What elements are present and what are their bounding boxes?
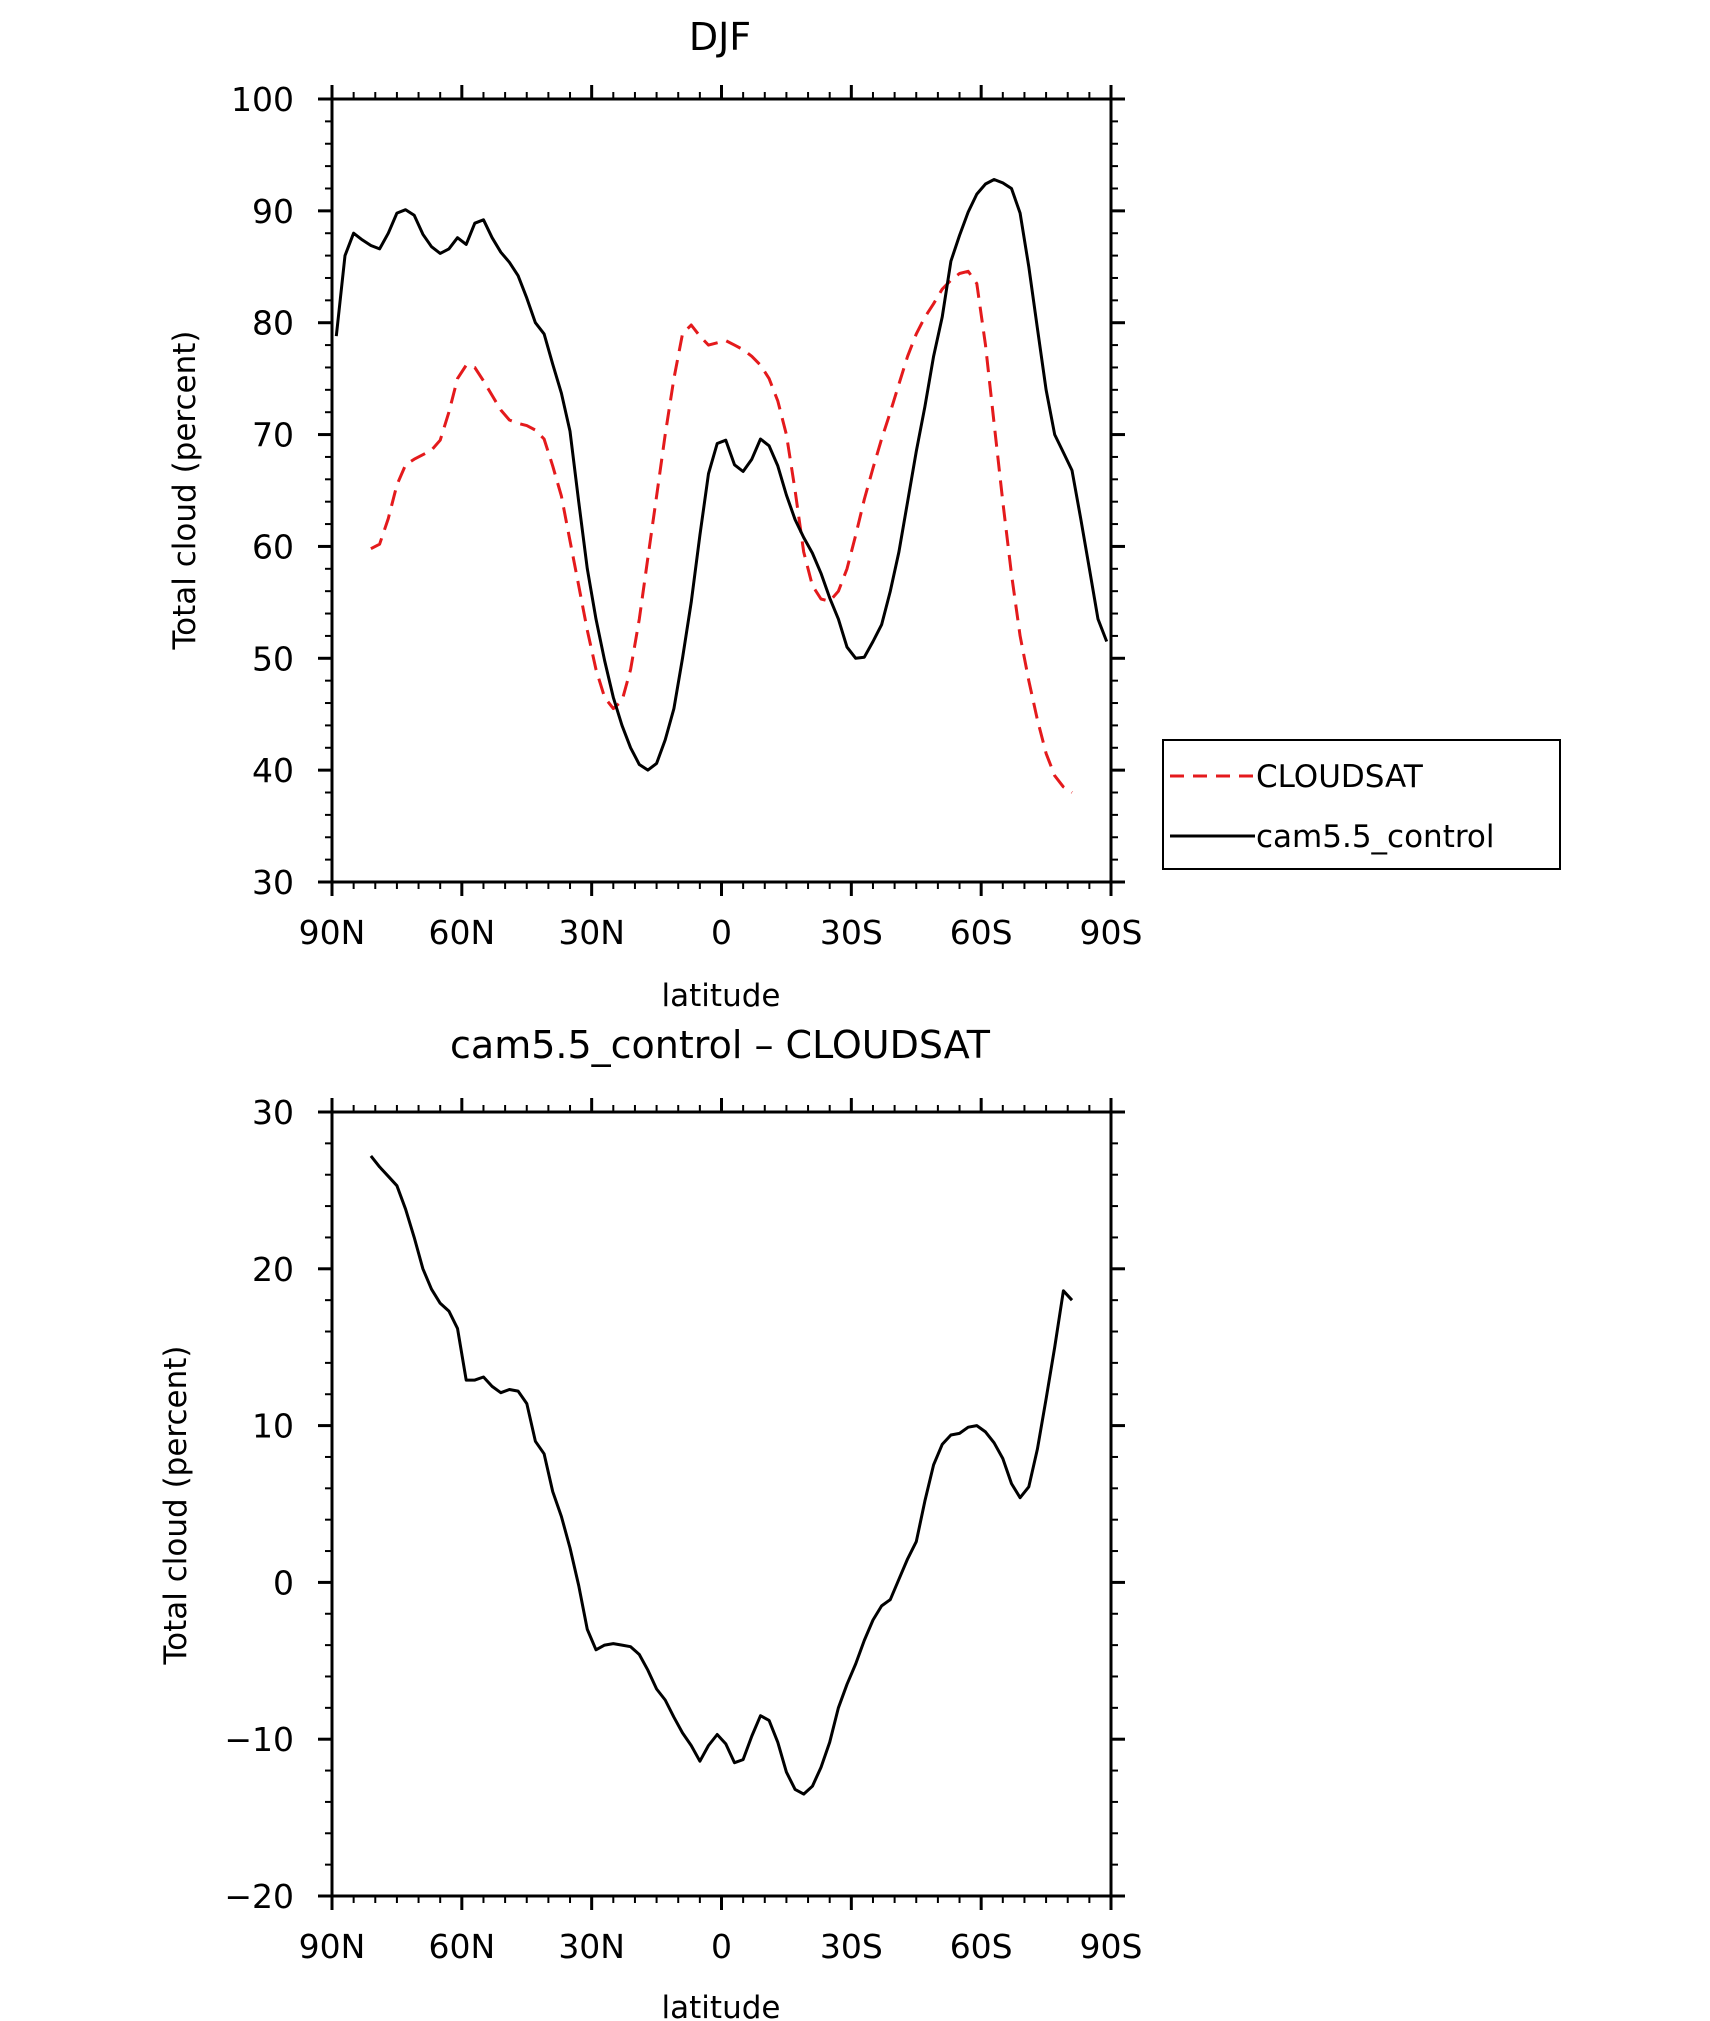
series-line-diff-0 [369, 1154, 1074, 1796]
y-tick-label: 90 [252, 192, 294, 231]
y-tick-label: 30 [252, 863, 294, 902]
legend-label-cloudsat: CLOUDSAT [1256, 759, 1424, 795]
x-tick-label: 60N [428, 1927, 495, 1966]
plot-frame [330, 97, 1113, 884]
x-tick-label: 30S [820, 913, 883, 952]
x-tick-labels: 90N 60N 30N 0 30S 60S 90S [299, 1927, 1143, 1966]
x-tick-label: 0 [711, 913, 732, 952]
y-tick-label: 60 [252, 527, 294, 566]
series-line-cam5-5-control [334, 178, 1109, 772]
y-tick-label: 30 [252, 1093, 294, 1132]
x-tick-label: 0 [711, 1927, 732, 1966]
x-tick-label: 60S [950, 913, 1013, 952]
x-tick-label: 30N [558, 1927, 625, 1966]
x-axis-label: latitude [662, 978, 781, 1014]
x-tick-label: 90S [1080, 913, 1143, 952]
y-tick-label: 80 [252, 304, 294, 343]
x-tick-label: 30N [558, 913, 625, 952]
y-tick-labels: 30 40 50 60 70 80 90 100 [231, 80, 294, 902]
x-tick-label: 60S [950, 1927, 1013, 1966]
y-axis-label: Total cloud (percent) [167, 331, 203, 651]
y-tick-label: 0 [273, 1563, 294, 1602]
x-axis-label: latitude [662, 1990, 781, 2021]
plot-frame [330, 1110, 1113, 1898]
y-tick-label: 10 [252, 1407, 294, 1446]
legend-label-cam5: cam5.5_control [1256, 819, 1495, 855]
x-tick-label: 90S [1080, 1927, 1143, 1966]
x-tick-label: 30S [820, 1927, 883, 1966]
x-tick-labels: 90N 60N 30N 0 30S 60S 90S [299, 913, 1143, 952]
legend-box [1162, 739, 1561, 870]
y-axis-label: Total cloud (percent) [158, 1346, 194, 1666]
y-tick-label: 100 [231, 80, 294, 119]
y-tick-label: −20 [224, 1877, 294, 1916]
y-tick-label: 20 [252, 1250, 294, 1289]
y-tick-label: 50 [252, 639, 294, 678]
x-tick-label: 90N [299, 1927, 366, 1966]
chart-title: DJF [689, 15, 751, 59]
x-tick-label: 60N [428, 913, 495, 952]
y-tick-label: −10 [224, 1720, 294, 1759]
y-tick-label: 40 [252, 751, 294, 790]
chart-panel-bottom: cam5.5_control – CLOUDSAT −20−100102030 … [158, 1023, 1142, 2021]
legend: CLOUDSAT cam5.5_control [1162, 739, 1561, 870]
chart-title: cam5.5_control – CLOUDSAT [450, 1023, 991, 1067]
y-tick-label: 70 [252, 416, 294, 455]
y-tick-labels: −20 −10 0 10 20 30 [224, 1093, 294, 1916]
x-tick-label: 90N [299, 913, 366, 952]
series-lines [369, 1154, 1074, 1796]
series-lines [334, 178, 1109, 794]
